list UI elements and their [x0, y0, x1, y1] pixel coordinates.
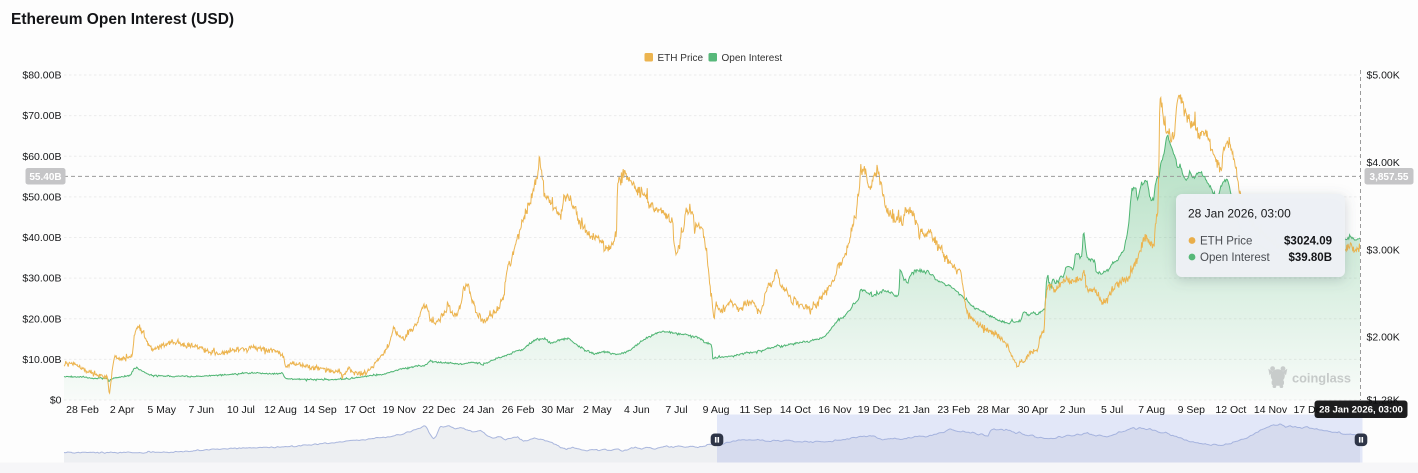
svg-text:19 Dec: 19 Dec — [858, 404, 891, 416]
svg-text:$60.00B: $60.00B — [22, 151, 61, 163]
svg-text:coinglass: coinglass — [1292, 371, 1351, 386]
svg-text:30 Apr: 30 Apr — [1018, 404, 1049, 416]
svg-text:$40.00B: $40.00B — [22, 232, 61, 244]
svg-text:30 Mar: 30 Mar — [541, 404, 574, 416]
svg-text:2 May: 2 May — [583, 404, 612, 416]
svg-text:7 Aug: 7 Aug — [1138, 404, 1165, 416]
svg-text:11 Sep: 11 Sep — [739, 404, 772, 416]
svg-text:55.40B: 55.40B — [29, 172, 61, 183]
svg-text:ETH Price: ETH Price — [1200, 236, 1252, 248]
svg-text:28 Jan 2026, 03:00: 28 Jan 2026, 03:00 — [1319, 405, 1403, 416]
svg-text:14 Oct: 14 Oct — [780, 404, 811, 416]
svg-text:2 Apr: 2 Apr — [110, 404, 135, 416]
svg-text:9 Aug: 9 Aug — [703, 404, 730, 416]
svg-text:24 Jan: 24 Jan — [463, 404, 495, 416]
svg-text:16 Nov: 16 Nov — [818, 404, 852, 416]
svg-text:2 Jun: 2 Jun — [1060, 404, 1086, 416]
svg-text:Ethereum Open Interest (USD): Ethereum Open Interest (USD) — [11, 11, 234, 28]
svg-text:17 Oct: 17 Oct — [344, 404, 375, 416]
svg-text:$4.00K: $4.00K — [1367, 157, 1400, 169]
svg-text:5 May: 5 May — [147, 404, 176, 416]
svg-text:$70.00B: $70.00B — [22, 110, 61, 122]
svg-text:14 Nov: 14 Nov — [1254, 404, 1288, 416]
svg-text:$3.00K: $3.00K — [1367, 244, 1400, 256]
svg-text:12 Oct: 12 Oct — [1215, 404, 1246, 416]
svg-text:23 Feb: 23 Feb — [937, 404, 970, 416]
svg-text:28 Jan 2026, 03:00: 28 Jan 2026, 03:00 — [1188, 207, 1291, 221]
svg-text:$50.00B: $50.00B — [22, 191, 61, 203]
svg-text:9 Sep: 9 Sep — [1178, 404, 1206, 416]
svg-text:26 Feb: 26 Feb — [502, 404, 535, 416]
svg-text:28 Mar: 28 Mar — [977, 404, 1010, 416]
svg-text:$20.00B: $20.00B — [22, 313, 61, 325]
svg-text:$30.00B: $30.00B — [22, 273, 61, 285]
svg-text:Open Interest: Open Interest — [722, 53, 783, 64]
svg-text:$10.00B: $10.00B — [22, 354, 61, 366]
svg-text:28 Feb: 28 Feb — [66, 404, 99, 416]
svg-text:4 Jun: 4 Jun — [624, 404, 650, 416]
svg-text:12 Aug: 12 Aug — [264, 404, 297, 416]
svg-text:22 Dec: 22 Dec — [422, 404, 455, 416]
svg-text:$0: $0 — [50, 395, 62, 407]
svg-text:5 Jul: 5 Jul — [1101, 404, 1123, 416]
svg-text:19 Nov: 19 Nov — [383, 404, 417, 416]
svg-text:7 Jun: 7 Jun — [188, 404, 214, 416]
svg-text:$80.00B: $80.00B — [22, 70, 61, 82]
svg-text:7 Jul: 7 Jul — [665, 404, 687, 416]
svg-text:21 Jan: 21 Jan — [898, 404, 930, 416]
svg-text:10 Jul: 10 Jul — [227, 404, 255, 416]
svg-text:14 Sep: 14 Sep — [303, 404, 336, 416]
svg-text:3,857.55: 3,857.55 — [1370, 172, 1409, 183]
svg-text:$2.00K: $2.00K — [1367, 332, 1400, 344]
svg-text:ETH Price: ETH Price — [658, 53, 704, 64]
svg-text:$3024.09: $3024.09 — [1284, 236, 1332, 248]
svg-text:Open Interest: Open Interest — [1200, 252, 1270, 264]
svg-text:$39.80B: $39.80B — [1289, 252, 1332, 264]
svg-text:$5.00K: $5.00K — [1367, 70, 1400, 82]
